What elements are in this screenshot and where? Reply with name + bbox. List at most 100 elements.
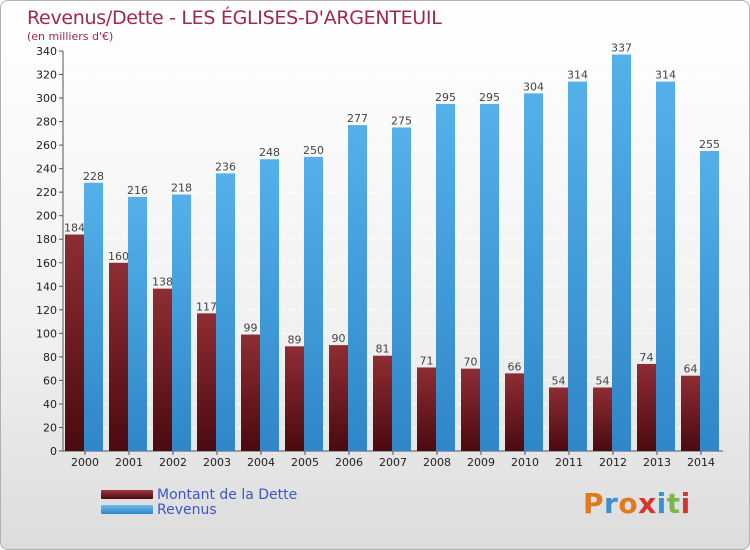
y-tick-label: 220: [36, 186, 57, 199]
data-label-revenus: 304: [523, 80, 544, 93]
x-tick-label: 2007: [379, 456, 407, 469]
data-label-revenus: 216: [127, 184, 148, 197]
bar-dette: [65, 234, 84, 451]
x-tick-label: 2002: [159, 456, 187, 469]
bar-dette: [197, 313, 216, 451]
legend: Montant de la Dette Revenus: [101, 486, 298, 518]
y-tick-label: 100: [36, 327, 57, 340]
logo-letter: r: [604, 487, 619, 520]
x-tick-label: 2006: [335, 456, 363, 469]
legend-label-dette: Montant de la Dette: [157, 486, 298, 503]
legend-label-revenus: Revenus: [157, 501, 217, 518]
y-tick-label: 300: [36, 92, 57, 105]
y-tick-label: 180: [36, 233, 57, 246]
bar-revenus: [480, 103, 499, 452]
logo-letter: x: [638, 487, 657, 520]
bar-revenus: [216, 173, 235, 451]
bar-revenus: [612, 54, 631, 451]
x-tick-label: 2009: [467, 456, 495, 469]
data-label-dette: 89: [288, 333, 302, 346]
data-label-revenus: 314: [567, 69, 588, 82]
bar-revenus: [524, 93, 543, 452]
y-tick-label: 280: [36, 116, 57, 129]
logo-letter: P: [583, 487, 605, 520]
y-tick-label: 60: [43, 374, 57, 387]
legend-swatch-dette: [101, 490, 153, 499]
y-tick-label: 200: [36, 210, 57, 223]
bar-dette: [109, 262, 128, 451]
bar-revenus: [348, 125, 367, 451]
y-tick-label: 80: [43, 351, 57, 364]
data-label-revenus: 218: [171, 182, 192, 195]
bar-revenus: [84, 182, 103, 451]
data-label-revenus: 236: [215, 160, 236, 173]
y-tick-label: 140: [36, 280, 57, 293]
bar-dette: [417, 367, 436, 451]
legend-swatch-revenus: [101, 505, 153, 514]
data-label-revenus: 255: [699, 138, 720, 151]
bar-revenus: [260, 159, 279, 451]
data-label-dette: 66: [508, 360, 522, 373]
logo-letter: i: [656, 487, 667, 520]
data-label-revenus: 277: [347, 112, 368, 125]
data-label-dette: 81: [376, 343, 390, 356]
x-tick-label: 2008: [423, 456, 451, 469]
bar-dette: [329, 345, 348, 451]
bar-dette: [461, 368, 480, 451]
logo-letter: o: [618, 487, 639, 520]
data-label-revenus: 295: [435, 91, 456, 104]
data-label-dette: 70: [464, 356, 478, 369]
y-tick-label: 20: [43, 421, 57, 434]
data-label-revenus: 275: [391, 114, 412, 127]
data-label-revenus: 250: [303, 144, 324, 157]
bar-dette: [285, 346, 304, 451]
bar-revenus: [172, 194, 191, 451]
x-tick-label: 2000: [71, 456, 99, 469]
y-tick-label: 120: [36, 304, 57, 317]
data-label-dette: 138: [152, 276, 173, 289]
bar-dette: [241, 334, 260, 451]
data-label-dette: 54: [596, 374, 610, 387]
y-tick-label: 240: [36, 163, 57, 176]
y-tick-label: 0: [50, 445, 57, 458]
x-tick-label: 2010: [511, 456, 539, 469]
data-label-revenus: 228: [83, 170, 104, 183]
legend-item-revenus: Revenus: [101, 501, 297, 518]
x-tick-label: 2013: [643, 456, 671, 469]
bar-revenus: [700, 151, 719, 451]
y-tick-label: 40: [43, 398, 57, 411]
logo-letter: i: [680, 487, 691, 520]
data-label-dette: 99: [244, 322, 258, 335]
data-label-revenus: 248: [259, 146, 280, 159]
x-tick-label: 2001: [115, 456, 143, 469]
y-tick-label: 320: [36, 69, 57, 82]
x-tick-label: 2014: [687, 456, 715, 469]
bar-dette: [153, 288, 172, 451]
x-tick-label: 2012: [599, 456, 627, 469]
x-tick-label: 2005: [291, 456, 319, 469]
bar-revenus: [436, 103, 455, 452]
bar-revenus: [656, 81, 675, 452]
bar-dette: [505, 373, 524, 451]
x-tick-label: 2003: [203, 456, 231, 469]
proxiti-logo: Proxiti: [583, 487, 691, 520]
chart-subtitle: (en milliers d'€): [27, 30, 114, 43]
data-label-dette: 160: [108, 250, 129, 263]
x-tick-label: 2011: [555, 456, 583, 469]
y-tick-label: 160: [36, 257, 57, 270]
bar-revenus: [128, 196, 147, 451]
bar-revenus: [392, 127, 411, 452]
data-label-revenus: 295: [479, 91, 500, 104]
legend-item-dette: Montant de la Dette: [101, 486, 298, 503]
data-label-dette: 74: [640, 351, 654, 364]
logo-letter: t: [666, 487, 681, 520]
bar-revenus: [568, 81, 587, 452]
y-tick-label: 340: [36, 45, 57, 58]
bar-dette: [593, 387, 612, 451]
y-tick-label: 260: [36, 139, 57, 152]
bar-dette: [373, 355, 392, 451]
data-label-revenus: 314: [655, 69, 676, 82]
data-label-dette: 117: [196, 300, 217, 313]
